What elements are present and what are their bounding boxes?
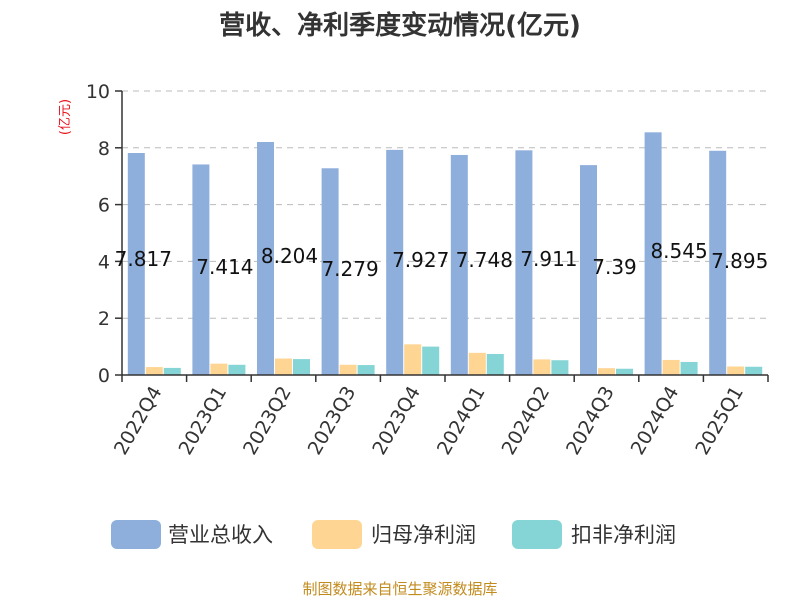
- bar-series-2-2025Q1: [745, 366, 763, 375]
- x-tick-label: 2025Q1: [691, 383, 748, 459]
- bar-series-0-2023Q4: [386, 149, 404, 375]
- bar-series-1-2024Q3: [598, 368, 615, 375]
- x-tick-label: 2023Q3: [304, 383, 361, 459]
- bar-series-0-2023Q1: [192, 164, 210, 375]
- y-tick-label: 4: [98, 251, 110, 273]
- bar-series-0-2024Q2: [515, 150, 533, 375]
- bar-series-2-2024Q2: [551, 360, 569, 375]
- data-label-revenue-2023Q1: 7.414: [196, 255, 253, 279]
- bars: [127, 132, 763, 375]
- y-tick-label: 8: [98, 138, 110, 160]
- legend-label-2: 扣非净利润: [571, 523, 676, 547]
- bar-series-1-2024Q1: [468, 352, 486, 375]
- data-label-revenue-2022Q4: 7.817: [115, 247, 172, 271]
- bar-series-1-2023Q3: [339, 364, 357, 375]
- bar-series-1-2024Q2: [533, 359, 551, 375]
- bar-series-2-2024Q1: [486, 353, 504, 375]
- data-label-revenue-2024Q1: 7.748: [456, 248, 513, 272]
- bar-series-0-2024Q4: [644, 132, 662, 375]
- data-label-revenue-2023Q3: 7.279: [321, 257, 378, 281]
- legend-label-0: 营业总收入: [168, 523, 273, 547]
- chart-title: 营收、净利季度变动情况(亿元): [219, 10, 581, 41]
- x-tick-label: 2023Q4: [368, 383, 425, 459]
- legend-label-1: 归母净利润: [371, 523, 476, 547]
- bar-series-0-2023Q2: [257, 142, 274, 375]
- bar-series-2-2023Q2: [293, 359, 310, 375]
- bar-series-1-2022Q4: [145, 367, 163, 375]
- gridlines: [122, 90, 768, 319]
- bar-series-2-2023Q4: [422, 346, 440, 375]
- data-label-revenue-2024Q2: 7.911: [520, 247, 577, 271]
- bar-series-2-2023Q1: [228, 364, 246, 375]
- bar-series-0-2024Q1: [450, 154, 468, 375]
- y-axis-unit-label: (亿元): [58, 99, 73, 135]
- x-tick-label: 2024Q4: [627, 383, 684, 459]
- legend-swatch-1: [312, 520, 362, 549]
- x-tick-label: 2024Q3: [562, 383, 619, 459]
- source-note: 制图数据来自恒生聚源数据库: [302, 580, 497, 598]
- x-tick-label: 2024Q1: [433, 383, 490, 459]
- legend-swatch-2: [512, 520, 562, 549]
- x-tick-label: 2023Q2: [239, 383, 296, 459]
- bar-series-1-2023Q4: [404, 344, 422, 375]
- y-tick-label: 2: [98, 308, 110, 330]
- bar-series-2-2023Q3: [357, 365, 375, 375]
- legend-swatch-0: [111, 520, 161, 549]
- bar-series-2-2022Q4: [163, 367, 181, 375]
- bar-series-0-2022Q4: [127, 152, 145, 375]
- y-tick-label: 6: [98, 195, 110, 217]
- x-tick-label: 2022Q4: [110, 383, 167, 459]
- bar-series-2-2024Q4: [680, 361, 698, 375]
- bar-series-1-2025Q1: [727, 366, 745, 375]
- bar-series-1-2023Q2: [275, 358, 292, 375]
- bar-series-0-2025Q1: [709, 150, 727, 375]
- y-tick-label: 0: [98, 365, 110, 387]
- data-label-revenue-2025Q1: 7.895: [711, 249, 768, 273]
- data-label-revenue-2024Q4: 8.545: [650, 239, 707, 263]
- bar-series-1-2023Q1: [210, 363, 228, 375]
- x-tick-label: 2023Q1: [174, 383, 231, 459]
- data-label-revenue-2024Q3: 7.39: [592, 255, 637, 279]
- y-tick-label: 10: [86, 81, 110, 103]
- legend: 营业总收入 归母净利润 扣非净利润: [111, 520, 676, 549]
- data-label-revenue-2023Q4: 7.927: [392, 248, 449, 272]
- data-label-revenue-2023Q2: 8.204: [261, 244, 318, 268]
- bar-series-0-2023Q3: [321, 168, 339, 375]
- bar-series-1-2024Q4: [662, 359, 680, 375]
- bar-series-2-2024Q3: [616, 368, 633, 375]
- bar-series-0-2024Q3: [580, 165, 597, 375]
- x-tick-label: 2024Q2: [497, 383, 554, 459]
